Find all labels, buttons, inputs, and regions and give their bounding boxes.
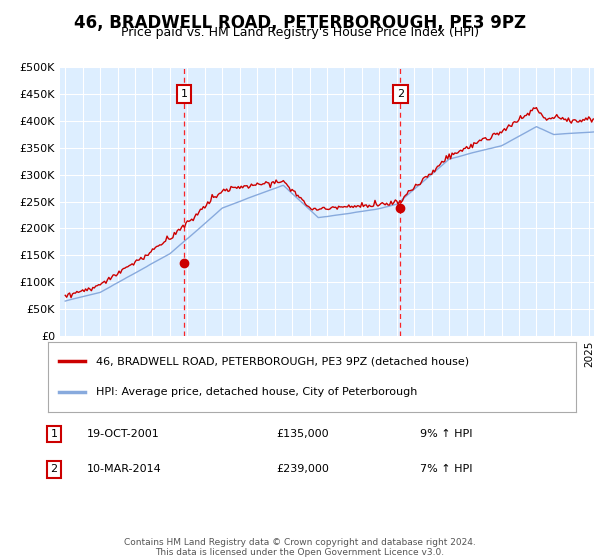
Text: Contains HM Land Registry data © Crown copyright and database right 2024.
This d: Contains HM Land Registry data © Crown c…: [124, 538, 476, 557]
Text: Price paid vs. HM Land Registry's House Price Index (HPI): Price paid vs. HM Land Registry's House …: [121, 26, 479, 39]
Text: 46, BRADWELL ROAD, PETERBOROUGH, PE3 9PZ: 46, BRADWELL ROAD, PETERBOROUGH, PE3 9PZ: [74, 14, 526, 32]
Text: 10-MAR-2014: 10-MAR-2014: [87, 464, 162, 474]
Text: 2: 2: [397, 89, 404, 99]
Text: 2: 2: [50, 464, 58, 474]
Text: 19-OCT-2001: 19-OCT-2001: [87, 429, 160, 439]
Text: HPI: Average price, detached house, City of Peterborough: HPI: Average price, detached house, City…: [95, 387, 417, 397]
Text: £135,000: £135,000: [276, 429, 329, 439]
Text: 46, BRADWELL ROAD, PETERBOROUGH, PE3 9PZ (detached house): 46, BRADWELL ROAD, PETERBOROUGH, PE3 9PZ…: [95, 356, 469, 366]
Text: 1: 1: [181, 89, 187, 99]
Text: 7% ↑ HPI: 7% ↑ HPI: [420, 464, 473, 474]
Text: £239,000: £239,000: [276, 464, 329, 474]
Text: 1: 1: [50, 429, 58, 439]
Text: 9% ↑ HPI: 9% ↑ HPI: [420, 429, 473, 439]
